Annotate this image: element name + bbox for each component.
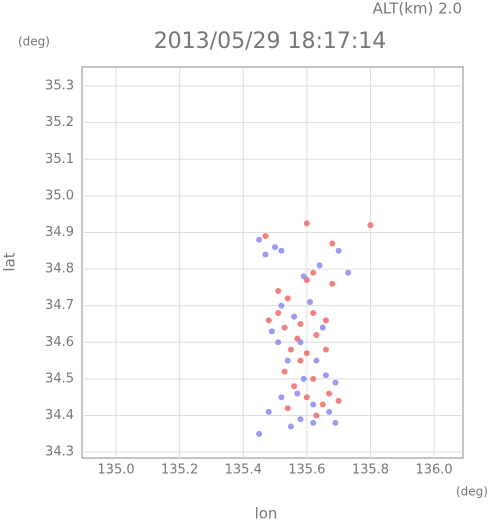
data-point <box>332 379 339 386</box>
data-point <box>322 372 329 379</box>
chart-title: 2013/05/29 18:17:14 <box>154 29 387 54</box>
data-point <box>326 390 333 397</box>
data-point <box>275 288 282 295</box>
data-point <box>284 295 291 302</box>
y-tick-label: 34.9 <box>45 225 74 240</box>
data-point <box>275 339 282 346</box>
data-point <box>310 375 317 382</box>
x-tick-label: 136.0 <box>415 463 452 478</box>
data-point <box>281 324 288 331</box>
data-point <box>265 317 272 324</box>
data-point <box>278 302 285 309</box>
x-axis-label: lon <box>255 505 278 521</box>
y-tick-label: 34.5 <box>45 371 74 386</box>
x-unit: (deg) <box>456 485 488 499</box>
y-tick-label: 34.7 <box>45 298 74 313</box>
x-tick-label: 135.8 <box>352 463 389 478</box>
data-point <box>319 401 326 408</box>
data-point <box>287 346 294 353</box>
y-tick-label: 34.3 <box>45 445 74 460</box>
data-point <box>310 310 317 317</box>
y-tick-label: 34.8 <box>45 262 74 277</box>
y-tick-label: 35.0 <box>45 188 74 203</box>
data-point <box>281 368 288 375</box>
data-point <box>297 416 304 423</box>
data-point <box>300 273 307 280</box>
data-point <box>297 321 304 328</box>
plot-frame <box>81 66 464 459</box>
data-point <box>303 350 310 357</box>
data-point <box>291 313 298 320</box>
data-point <box>310 269 317 276</box>
data-point <box>262 251 269 258</box>
data-point <box>268 328 275 335</box>
data-point <box>256 430 263 437</box>
x-tick-label: 135.0 <box>97 463 134 478</box>
data-point <box>367 222 374 229</box>
data-point <box>278 247 285 254</box>
data-point <box>265 408 272 415</box>
data-point <box>303 220 310 227</box>
altitude-label: ALT(km) 2.0 <box>373 0 462 18</box>
data-point <box>297 339 304 346</box>
data-point <box>313 331 320 338</box>
data-point <box>303 394 310 401</box>
data-point <box>310 401 317 408</box>
data-point <box>329 240 336 247</box>
y-tick-label: 34.6 <box>45 335 74 350</box>
data-point <box>284 405 291 412</box>
x-tick-label: 135.2 <box>161 463 198 478</box>
data-point <box>313 357 320 364</box>
x-tick-label: 135.4 <box>225 463 262 478</box>
data-point <box>322 346 329 353</box>
y-unit: (deg) <box>18 35 50 49</box>
data-point <box>319 324 326 331</box>
data-point <box>335 397 342 404</box>
data-point <box>287 423 294 430</box>
data-point <box>262 233 269 240</box>
data-point <box>291 383 298 390</box>
data-point <box>278 394 285 401</box>
data-point <box>326 408 333 415</box>
data-point <box>297 357 304 364</box>
data-point <box>335 247 342 254</box>
data-point <box>332 419 339 426</box>
y-tick-label: 35.1 <box>45 152 74 167</box>
y-axis-label: lat <box>1 252 19 271</box>
data-point <box>310 419 317 426</box>
data-point <box>272 244 279 251</box>
data-point <box>300 375 307 382</box>
y-tick-label: 35.2 <box>45 115 74 130</box>
data-point <box>313 412 320 419</box>
y-tick-label: 34.4 <box>45 408 74 423</box>
data-point <box>275 310 282 317</box>
data-point <box>284 357 291 364</box>
y-tick-label: 35.3 <box>45 79 74 94</box>
x-tick-label: 135.6 <box>288 463 325 478</box>
data-point <box>294 390 301 397</box>
data-point <box>345 269 352 276</box>
data-point <box>316 262 323 269</box>
data-point <box>329 280 336 287</box>
data-point <box>256 236 263 243</box>
data-point <box>307 299 314 306</box>
data-point <box>322 317 329 324</box>
